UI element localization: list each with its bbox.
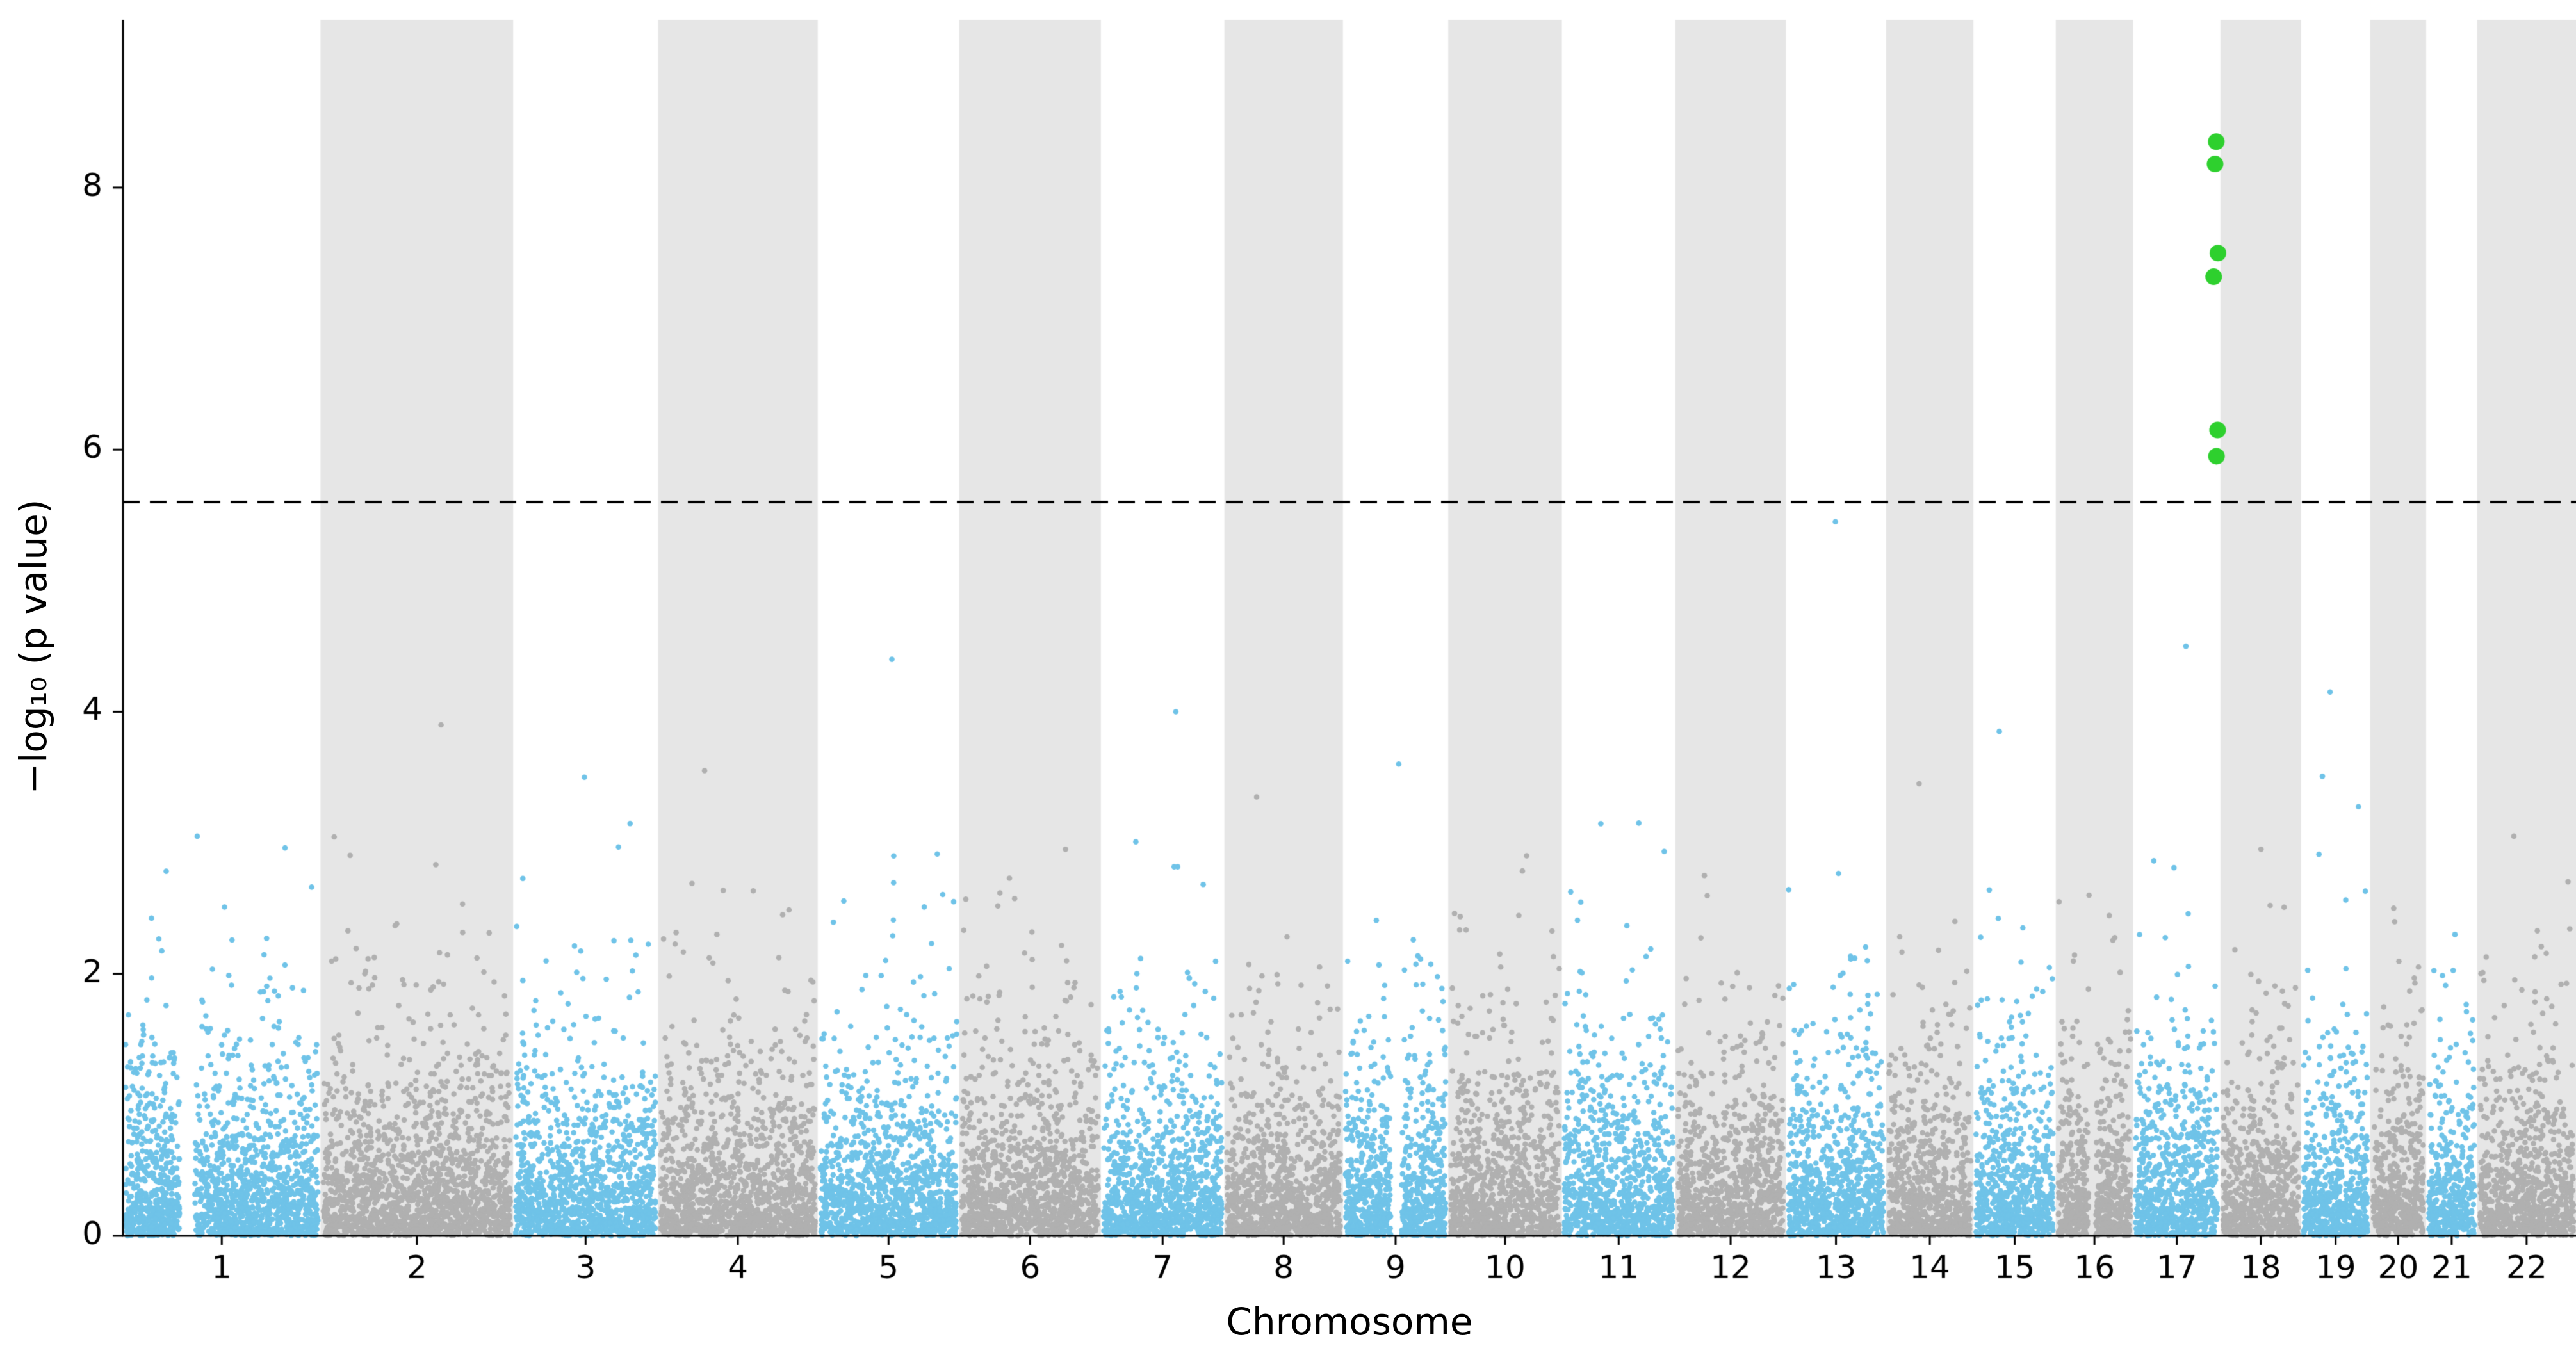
x-axis-label: Chromosome bbox=[1226, 1300, 1473, 1343]
y-axis-label: −log₁₀ (p value) bbox=[12, 499, 55, 795]
